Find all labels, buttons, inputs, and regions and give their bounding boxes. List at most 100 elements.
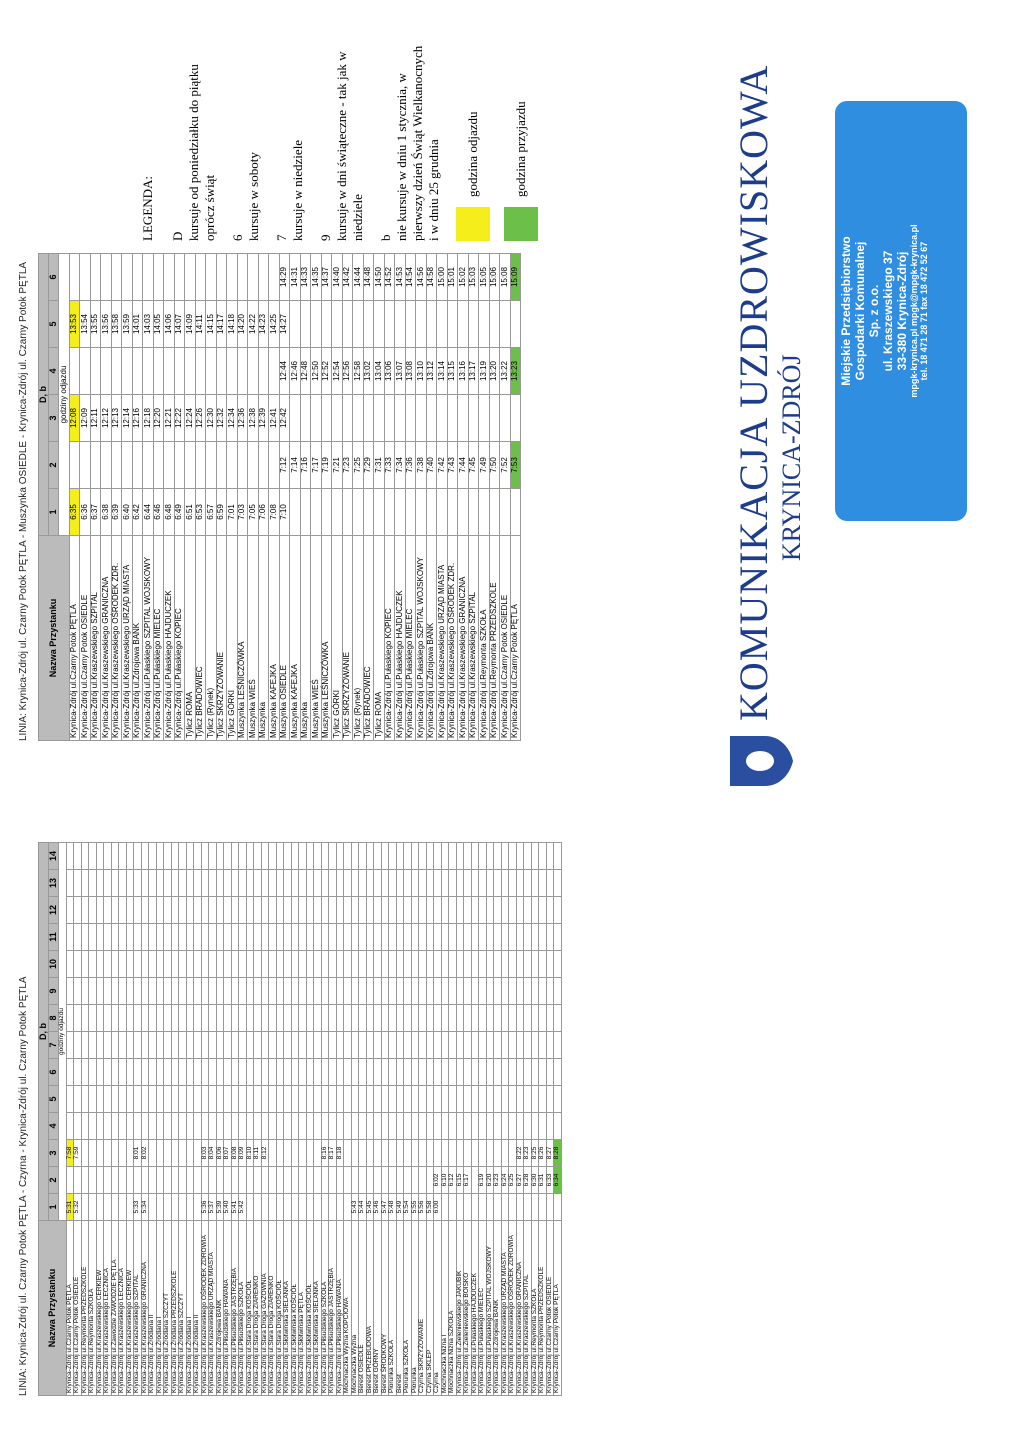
stop-name: Krynica-Zdrój ul.Piłsudskiego HAWANA (223, 1220, 231, 1396)
time (298, 1193, 306, 1221)
time-empty (493, 923, 501, 951)
time-empty (321, 1004, 329, 1032)
time-empty (516, 950, 524, 978)
time: 15:03 (468, 253, 479, 301)
time-empty (433, 923, 441, 951)
time-empty (493, 1031, 501, 1059)
time (384, 300, 395, 348)
time (216, 347, 227, 395)
column-number: 6 (48, 253, 59, 301)
time-empty (501, 977, 509, 1005)
time-empty (463, 896, 471, 924)
stop-row: Krynica-Zdrój ul.Zdrojowa BANK 6:42 12:16 1… (132, 253, 143, 741)
time-empty (456, 977, 464, 1005)
time-empty (171, 1058, 179, 1086)
time (306, 1193, 314, 1221)
time: 6:25 (508, 1166, 516, 1194)
time-empty (328, 1112, 336, 1140)
time-empty (73, 869, 81, 897)
time: 13:12 (426, 347, 437, 395)
time-empty (291, 1112, 299, 1140)
time-empty (268, 1058, 276, 1086)
time-empty (148, 842, 156, 870)
time-empty (246, 977, 254, 1005)
column-number: 5 (48, 1085, 59, 1113)
time (298, 1166, 306, 1194)
time-empty (148, 1031, 156, 1059)
time-empty (358, 842, 366, 870)
time-empty (238, 1004, 246, 1032)
stop-name: Krynica-Zdrój ul.Czarny Potok PĘTLA (510, 535, 521, 741)
time-empty (276, 950, 284, 978)
time (111, 253, 122, 301)
time (103, 1193, 111, 1221)
time-empty (118, 1085, 126, 1113)
time-empty (508, 1004, 516, 1032)
time-empty (546, 1112, 554, 1140)
stop-name: Krynica-Zdrój ul.Czarny Potok OSIEDLE (499, 535, 510, 741)
time-empty (478, 977, 486, 1005)
time (205, 253, 216, 301)
stop-name: Tylicz GÓRKI (226, 535, 237, 741)
time-empty (493, 1004, 501, 1032)
time (508, 1139, 516, 1167)
time-empty (381, 1112, 389, 1140)
time-empty (141, 896, 149, 924)
stop-row: Krynica-Zdrój ul.Kraszewskiego GRANICZNA… (457, 253, 468, 741)
time (100, 253, 111, 301)
time (142, 441, 153, 489)
stop-row: Krynica-Zdrój ul.Pułaskiego KOPIEC 6:49 12… (174, 253, 185, 741)
time: 12:08 (69, 394, 80, 442)
time-empty (306, 842, 314, 870)
time (238, 1166, 246, 1194)
time (510, 394, 521, 442)
time: 6:48 (163, 488, 174, 536)
time (405, 300, 416, 348)
time: 14:53 (394, 253, 405, 301)
time: 7:53 (510, 441, 521, 489)
time-empty (538, 1058, 546, 1086)
time-empty (441, 1112, 449, 1140)
time-empty (321, 1058, 329, 1086)
time: 12:24 (184, 394, 195, 442)
logo (730, 736, 793, 786)
time-empty (118, 1112, 126, 1140)
time: 12:12 (100, 394, 111, 442)
time-empty (291, 977, 299, 1005)
time-empty (141, 923, 149, 951)
time-empty (373, 1085, 381, 1113)
time-empty (546, 1058, 554, 1086)
stop-row: Krynica-Zdrój ul.Kraszewskiego URZĄD MIA… (436, 253, 447, 741)
time-empty (403, 1058, 411, 1086)
time-empty (246, 923, 254, 951)
time-empty (238, 950, 246, 978)
time-empty (553, 1058, 561, 1086)
time-empty (298, 1085, 306, 1113)
time (171, 1193, 179, 1221)
time-empty (501, 1085, 509, 1113)
time-empty (246, 896, 254, 924)
time (436, 394, 447, 442)
time-empty (141, 842, 149, 870)
time-empty (66, 1058, 74, 1086)
time (276, 1166, 284, 1194)
time-empty (178, 842, 186, 870)
time-empty (366, 1058, 374, 1086)
time-empty (411, 977, 419, 1005)
time-empty (321, 1031, 329, 1059)
time (493, 1193, 501, 1221)
time-empty (231, 1004, 239, 1032)
time-empty (403, 1031, 411, 1059)
time-empty (298, 923, 306, 951)
time-empty (538, 842, 546, 870)
time-empty (448, 842, 456, 870)
stop-name: Krynica-Zdrój ul.Pułaskiego MIELEC (405, 535, 416, 741)
time-empty (291, 1031, 299, 1059)
time-empty (358, 1085, 366, 1113)
time (426, 394, 437, 442)
time-empty (208, 896, 216, 924)
time (231, 1166, 239, 1194)
time-empty (531, 869, 539, 897)
time-empty (403, 977, 411, 1005)
time-empty (73, 1085, 81, 1113)
